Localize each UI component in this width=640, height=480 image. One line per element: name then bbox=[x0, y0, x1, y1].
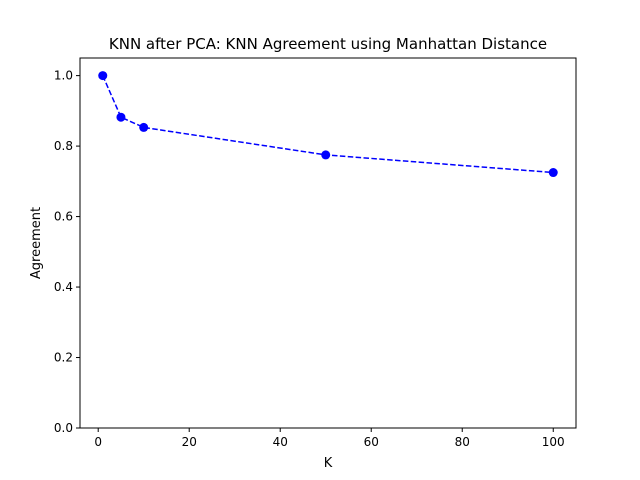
x-axis-label: K bbox=[324, 456, 333, 471]
y-axis-label: Agreement bbox=[29, 207, 44, 279]
plot-frame bbox=[79, 57, 577, 429]
plot-area: 0 20 40 60 80 100 0.0 0.2 0.4 0.6 0.8 1.0 bbox=[54, 69, 565, 449]
y-tick-label: 0.0 bbox=[54, 421, 73, 435]
data-point bbox=[139, 122, 149, 132]
data-point bbox=[98, 71, 108, 81]
x-tick-label: 0 bbox=[94, 435, 102, 449]
x-tick-label: 40 bbox=[273, 435, 288, 449]
data-point bbox=[321, 150, 331, 160]
chart-title: KNN after PCA: KNN Agreement using Manha… bbox=[109, 35, 547, 53]
y-tick-label: 0.6 bbox=[54, 210, 73, 224]
y-tick-label: 0.4 bbox=[54, 280, 73, 294]
x-tick-label: 60 bbox=[364, 435, 379, 449]
y-tick-label: 0.8 bbox=[54, 139, 73, 153]
y-tick-label: 1.0 bbox=[54, 69, 73, 83]
data-point bbox=[116, 112, 126, 122]
data-point bbox=[548, 168, 558, 178]
x-tick-label: 20 bbox=[182, 435, 197, 449]
y-tick-label: 0.2 bbox=[54, 351, 73, 365]
x-tick-label: 100 bbox=[542, 435, 565, 449]
x-tick-label: 80 bbox=[455, 435, 470, 449]
